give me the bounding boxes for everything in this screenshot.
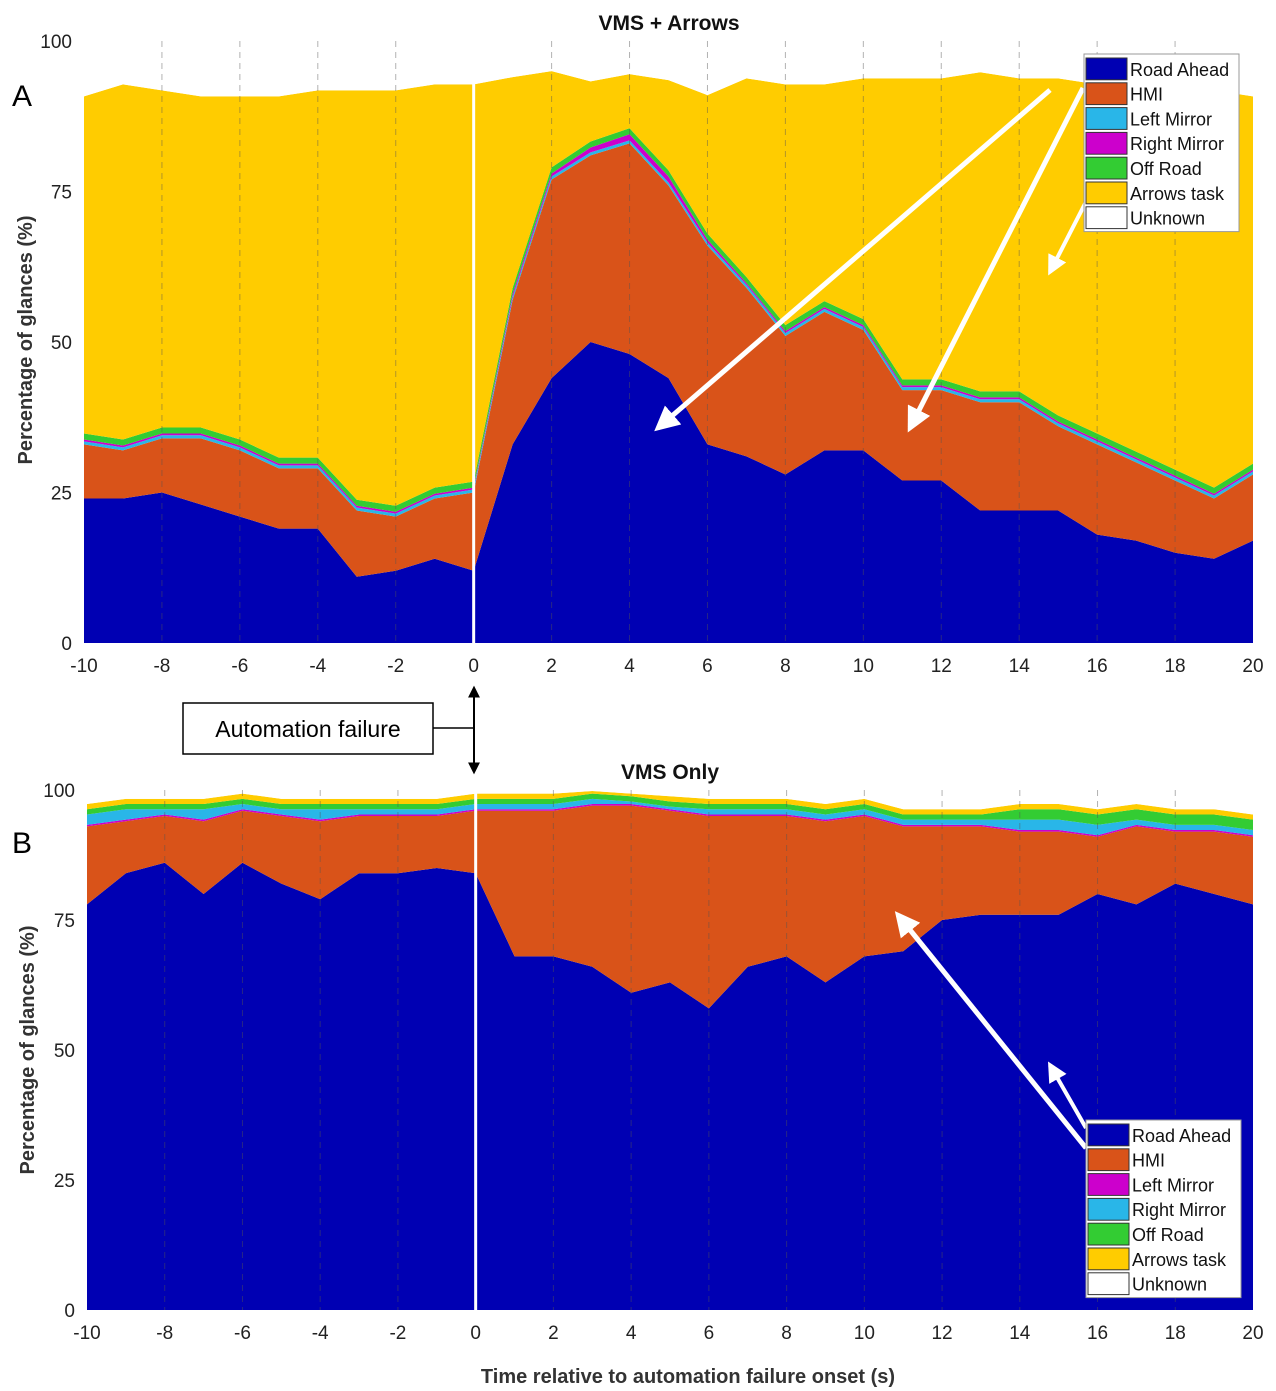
x-tick-label: 20 — [1242, 1323, 1263, 1344]
x-tick-label: 12 — [931, 656, 952, 677]
chart-title: VMS + Arrows — [598, 12, 739, 35]
x-tick-label: 8 — [781, 1323, 792, 1344]
x-tick-label: 16 — [1087, 1323, 1108, 1344]
area-unknown — [87, 790, 1253, 815]
legend-swatch-off-road — [1085, 156, 1128, 180]
x-tick-label: -4 — [312, 1323, 329, 1344]
x-tick-label: 16 — [1087, 656, 1108, 677]
legend-label-road-ahead: Road Ahead — [1132, 1126, 1231, 1146]
y-tick-label: 75 — [54, 911, 75, 932]
area-road-ahead — [84, 342, 1253, 643]
y-tick-label: 25 — [54, 1171, 75, 1192]
legend-swatch-hmi — [1085, 82, 1128, 106]
callout-box — [182, 702, 434, 755]
y-tick-label: 100 — [40, 32, 72, 53]
panel-b-chart: VMS Only B Percentage of glances (%) -10… — [12, 761, 1264, 1344]
x-tick-label: 4 — [626, 1323, 637, 1344]
x-tick-label: 14 — [1009, 1323, 1031, 1344]
callout-label: Automation failure — [215, 716, 400, 742]
x-tick-label: -6 — [234, 1323, 251, 1344]
area-hmi — [84, 143, 1253, 577]
legend-label-hmi: HMI — [1130, 85, 1163, 105]
legend-label-arrows-task: Arrows task — [1132, 1250, 1227, 1270]
y-tick-label: 0 — [64, 1301, 75, 1322]
legend-label-arrows-task: Arrows task — [1130, 184, 1225, 204]
x-tick-label: 0 — [468, 656, 479, 677]
area-arrows-task — [87, 791, 1253, 820]
x-tick-label: -8 — [156, 1323, 173, 1344]
legend-swatch-arrows-task — [1085, 181, 1128, 205]
x-tick-label: 12 — [931, 1323, 952, 1344]
area-right-mirror — [87, 798, 1253, 836]
legend-arrow-road-ahead — [1048, 1061, 1088, 1129]
legend-label-left-mirror: Left Mirror — [1130, 109, 1212, 129]
panel-letter-a: A — [12, 80, 32, 113]
x-tick-label: 0 — [470, 1323, 481, 1344]
legend-swatch-right-mirror — [1085, 131, 1128, 155]
y-tick-label: 50 — [51, 333, 72, 354]
x-tick-label: 4 — [624, 656, 635, 677]
legend-label-off-road: Off Road — [1130, 159, 1202, 179]
x-tick-label: 18 — [1164, 656, 1185, 677]
area-off-road — [87, 793, 1253, 831]
y-tick-label: 0 — [61, 634, 72, 655]
y-tick-label: 75 — [51, 183, 72, 204]
x-tick-label: 2 — [546, 656, 557, 677]
x-tick-label: 18 — [1165, 1323, 1186, 1344]
panel-letter-b: B — [12, 827, 32, 860]
legend-label-unknown: Unknown — [1132, 1275, 1207, 1295]
x-tick-label: 10 — [853, 656, 874, 677]
x-tick-label: -10 — [73, 1323, 100, 1344]
x-tick-label: 6 — [704, 1323, 715, 1344]
legend-swatch-left-mirror — [1087, 1173, 1130, 1196]
x-tick-label: 2 — [548, 1323, 559, 1344]
legend-swatch-off-road — [1087, 1222, 1130, 1246]
x-tick-label: -8 — [153, 656, 170, 677]
legend-swatch-left-mirror — [1085, 107, 1128, 130]
legend-swatch-hmi — [1087, 1148, 1130, 1172]
x-tick-label: -10 — [70, 656, 97, 677]
legend-label-hmi: HMI — [1132, 1151, 1165, 1171]
legend-swatch-road-ahead — [1087, 1123, 1130, 1147]
y-tick-label: 50 — [54, 1041, 75, 1062]
legend-swatch-unknown — [1087, 1272, 1130, 1296]
x-tick-label: -2 — [387, 656, 404, 677]
legend-swatch-arrows-task — [1087, 1247, 1130, 1271]
area-arrows-task — [84, 71, 1253, 506]
y-axis-label: Percentage of glances (%) — [17, 926, 39, 1175]
y-tick-label: 100 — [43, 781, 75, 802]
legend-label-right-mirror: Right Mirror — [1130, 134, 1224, 154]
x-tick-label: 6 — [702, 656, 713, 677]
legend-swatch-road-ahead — [1085, 57, 1128, 81]
legend-arrow-hmi — [894, 911, 1088, 1150]
panel-a-chart: VMS + Arrows A Percentage of glances (%)… — [12, 12, 1264, 677]
legend-swatch-unknown — [1085, 206, 1128, 230]
legend-label-road-ahead: Road Ahead — [1130, 60, 1229, 80]
area-road-ahead — [87, 862, 1253, 1310]
legend-label-off-road: Off Road — [1132, 1225, 1204, 1245]
legend-arrow-hmi — [907, 86, 1086, 433]
x-tick-label: -6 — [231, 656, 248, 677]
x-tick-label: -2 — [389, 1323, 406, 1344]
legend-swatch-right-mirror — [1087, 1197, 1130, 1221]
y-axis-label: Percentage of glances (%) — [15, 216, 37, 465]
chart-title: VMS Only — [621, 761, 719, 784]
x-tick-label: 20 — [1242, 656, 1263, 677]
automation-failure-callout: Automation failure — [182, 685, 480, 775]
x-tick-label: 8 — [780, 656, 791, 677]
legend-arrow-road-ahead — [654, 88, 1052, 432]
area-unknown — [84, 41, 1253, 97]
area-left-mirror — [87, 804, 1253, 837]
x-tick-label: 10 — [854, 1323, 875, 1344]
x-tick-label: -4 — [309, 656, 326, 677]
y-tick-label: 25 — [51, 484, 72, 505]
area-hmi — [87, 805, 1253, 1009]
legend-label-unknown: Unknown — [1130, 209, 1205, 229]
legend-label-left-mirror: Left Mirror — [1132, 1175, 1214, 1195]
x-tick-label: 14 — [1009, 656, 1031, 677]
x-axis-label: Time relative to automation failure onse… — [481, 1366, 895, 1388]
legend-label-right-mirror: Right Mirror — [1132, 1200, 1226, 1220]
